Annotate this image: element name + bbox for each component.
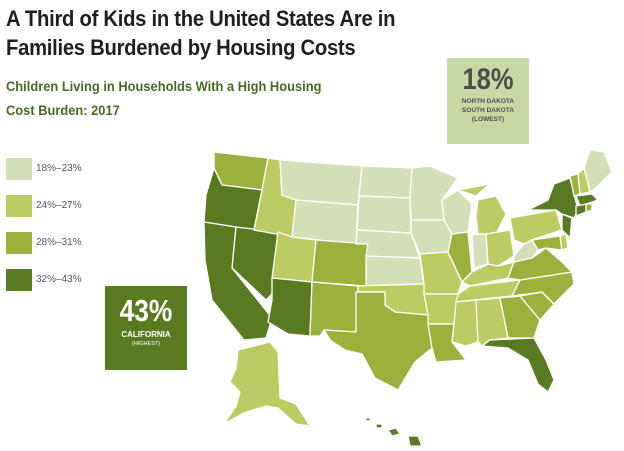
legend-swatch xyxy=(6,195,32,217)
lowest-state-2: SOUTH DAKOTA xyxy=(462,107,514,114)
state-florida xyxy=(481,337,555,393)
state-north-dakota xyxy=(358,165,413,199)
state-georgia xyxy=(499,295,541,339)
state-indiana xyxy=(471,233,489,269)
state-arkansas xyxy=(423,293,459,325)
state-maine xyxy=(583,149,613,193)
state-colorado xyxy=(311,239,369,287)
state-delaware xyxy=(559,233,569,251)
legend-label: 32%–43% xyxy=(36,274,82,285)
state-new-mexico xyxy=(309,281,359,337)
legend-label: 28%–31% xyxy=(36,237,82,248)
legend-item-24-27: 24%–27% xyxy=(6,195,126,217)
lowest-state-1: NORTH DAKOTA xyxy=(461,98,515,105)
state-iowa xyxy=(410,219,453,255)
legend-label: 18%–23% xyxy=(36,163,82,174)
state-massachusetts xyxy=(575,193,599,207)
legend-item-32-43: 32%–43% xyxy=(6,269,126,291)
state-utah xyxy=(271,231,317,283)
lowest-callout: 18% NORTH DAKOTA SOUTH DAKOTA (LOWEST) xyxy=(447,58,529,144)
legend-item-18-23: 18%–23% xyxy=(6,158,126,180)
state-connecticut xyxy=(575,203,587,217)
legend-swatch xyxy=(6,158,32,180)
state-mississippi xyxy=(451,299,479,347)
legend-label: 24%–27% xyxy=(36,200,82,211)
lowest-value: 18% xyxy=(462,63,514,96)
lowest-note: (LOWEST) xyxy=(471,116,505,123)
state-maryland xyxy=(531,235,563,251)
state-wyoming xyxy=(291,199,359,245)
state-hawaii xyxy=(365,417,423,447)
highest-value: 43% xyxy=(119,293,173,328)
state-arizona xyxy=(267,277,313,337)
highest-state: CALIFORNIA xyxy=(121,330,171,339)
state-south-dakota xyxy=(356,195,412,234)
legend-swatch xyxy=(6,269,32,291)
page-title: A Third of Kids in the United States Are… xyxy=(6,6,396,60)
state-ohio xyxy=(485,229,515,267)
legend-swatch xyxy=(6,232,32,254)
state-kansas xyxy=(365,255,425,287)
highest-callout: 43% CALIFORNIA (HIGHEST) xyxy=(105,286,187,370)
state-montana xyxy=(279,159,363,206)
legend-item-28-31: 28%–31% xyxy=(6,232,126,254)
state-texas xyxy=(323,291,433,391)
state-alaska xyxy=(223,341,311,427)
highest-note: (HIGHEST) xyxy=(131,341,161,347)
page-subtitle: Children Living in Households With a Hig… xyxy=(6,78,322,118)
state-rhode-island xyxy=(585,203,593,213)
